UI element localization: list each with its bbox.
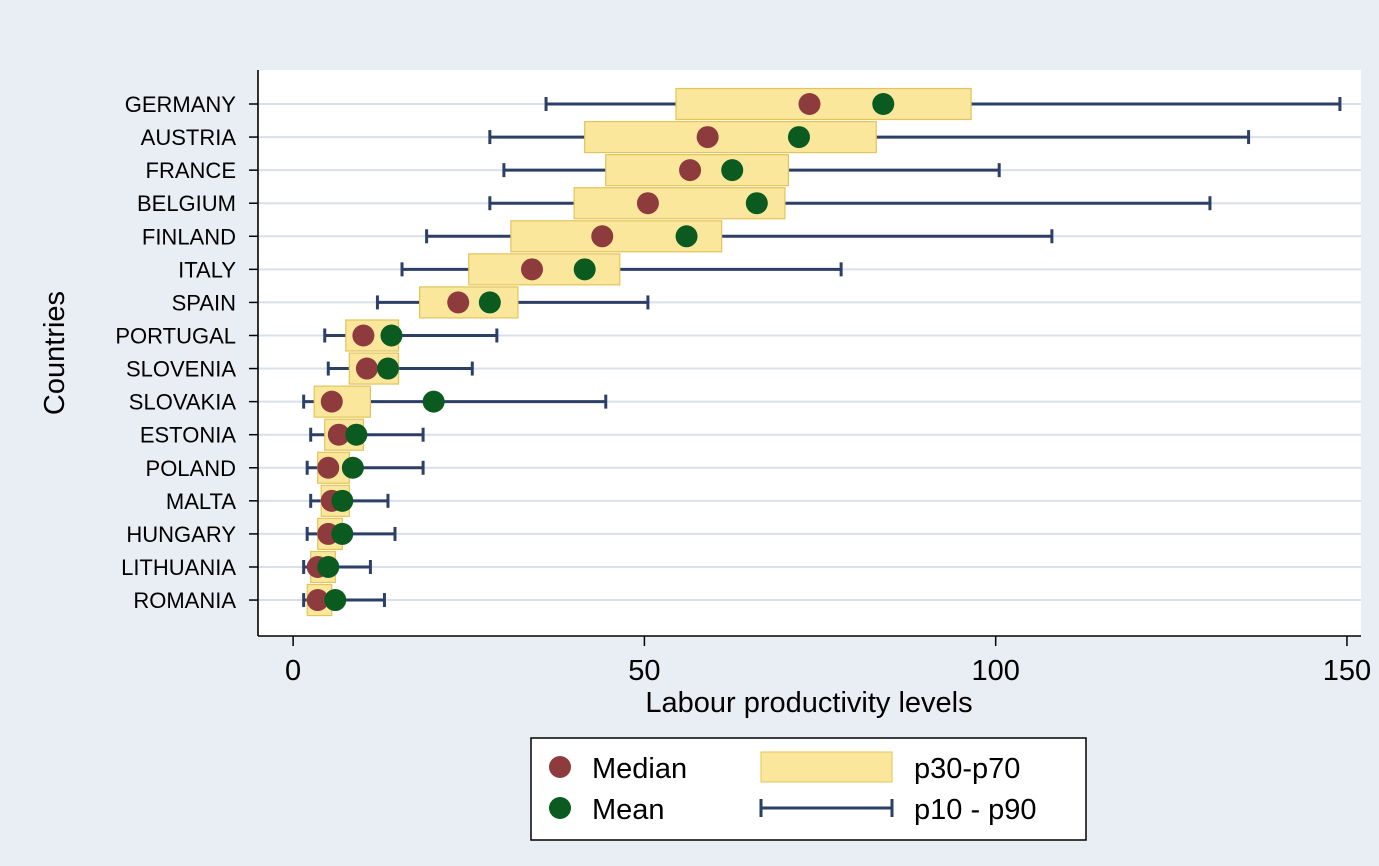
median-marker — [636, 192, 659, 215]
plot-area — [258, 70, 1361, 636]
median-marker — [447, 291, 470, 314]
mean-marker — [331, 522, 354, 545]
data-series — [302, 87, 1342, 617]
median-marker — [320, 390, 343, 413]
country-row — [488, 120, 1251, 154]
country-row — [375, 286, 650, 319]
mean-marker — [745, 192, 768, 215]
country-row — [323, 319, 499, 352]
y-tick-label: BELGIUM — [137, 191, 236, 216]
country-row — [326, 352, 474, 385]
legend-median-label: Median — [592, 753, 687, 785]
axes: GERMANY AUSTRIA FRANCE BELGIUM FINLAND ITALY S… — [115, 70, 1371, 687]
p30-p70-box — [675, 87, 972, 121]
y-tick-label: SLOVENIA — [126, 357, 236, 382]
y-tick-label: MALTA — [166, 489, 236, 514]
median-marker — [679, 159, 702, 182]
country-row — [302, 583, 386, 617]
mean-marker — [787, 126, 810, 149]
median-marker — [352, 324, 375, 347]
legend-median-marker — [549, 756, 571, 778]
p30-p70-box — [468, 253, 621, 286]
y-tick-label: FRANCE — [146, 158, 236, 183]
country-row — [400, 253, 843, 286]
country-row — [305, 517, 397, 551]
legend-mean-marker — [549, 797, 571, 819]
x-axis-title: Labour productivity levels — [645, 687, 972, 719]
legend-box-label: p30-p70 — [914, 753, 1020, 785]
mean-marker — [341, 456, 364, 479]
mean-marker — [422, 390, 445, 413]
median-marker — [798, 93, 821, 115]
x-tick-label: 50 — [628, 655, 660, 687]
median-marker — [696, 126, 719, 149]
median-marker — [306, 589, 329, 612]
mean-marker — [345, 423, 368, 446]
legend-whisker-swatch — [759, 799, 894, 817]
median-marker — [327, 423, 350, 446]
legend-box-swatch — [760, 751, 893, 783]
x-tick-label: 0 — [285, 655, 301, 687]
country-row — [502, 154, 1001, 187]
y-tick-label: LITHUANIA — [121, 555, 236, 580]
country-row — [302, 385, 608, 418]
country-row — [544, 87, 1342, 121]
country-row — [309, 484, 390, 517]
country-row — [425, 220, 1054, 253]
y-axis-title: Countries — [39, 291, 71, 415]
mean-marker — [376, 357, 399, 380]
mean-marker — [380, 324, 403, 347]
legend-whisker-label: p10 - p90 — [914, 794, 1037, 826]
legend: Median p30-p70 Mean p10 - p90 — [530, 737, 1087, 841]
median-marker — [591, 225, 614, 248]
median-marker — [317, 456, 340, 479]
median-marker — [520, 258, 543, 281]
y-tick-label: AUSTRIA — [141, 125, 237, 150]
mean-marker — [872, 93, 895, 115]
mean-marker — [573, 258, 596, 281]
y-tick-label: SPAIN — [172, 290, 236, 315]
y-tick-label: FINLAND — [142, 224, 236, 249]
country-row — [305, 451, 425, 484]
country-row — [488, 187, 1212, 220]
y-tick-label: ITALY — [178, 257, 236, 282]
mean-marker — [721, 159, 744, 182]
y-tick-label: ESTONIA — [140, 423, 237, 448]
country-row — [302, 550, 372, 584]
y-tick-label: PORTUGAL — [115, 323, 236, 348]
median-marker — [355, 357, 378, 380]
y-tick-label: GERMANY — [125, 92, 237, 117]
mean-marker — [324, 589, 347, 612]
mean-marker — [317, 555, 340, 578]
y-tick-label: HUNGARY — [126, 522, 236, 547]
mean-marker — [478, 291, 501, 314]
country-row — [309, 418, 425, 451]
x-tick-label: 100 — [971, 655, 1019, 687]
mean-marker — [675, 225, 698, 248]
legend-mean-label: Mean — [592, 794, 665, 826]
p30-p70-box — [584, 120, 877, 154]
y-tick-label: ROMANIA — [133, 588, 236, 613]
x-tick-label: 150 — [1323, 655, 1371, 687]
mean-marker — [331, 489, 354, 512]
y-tick-label: POLAND — [146, 456, 236, 481]
y-tick-label: SLOVAKIA — [129, 390, 237, 415]
